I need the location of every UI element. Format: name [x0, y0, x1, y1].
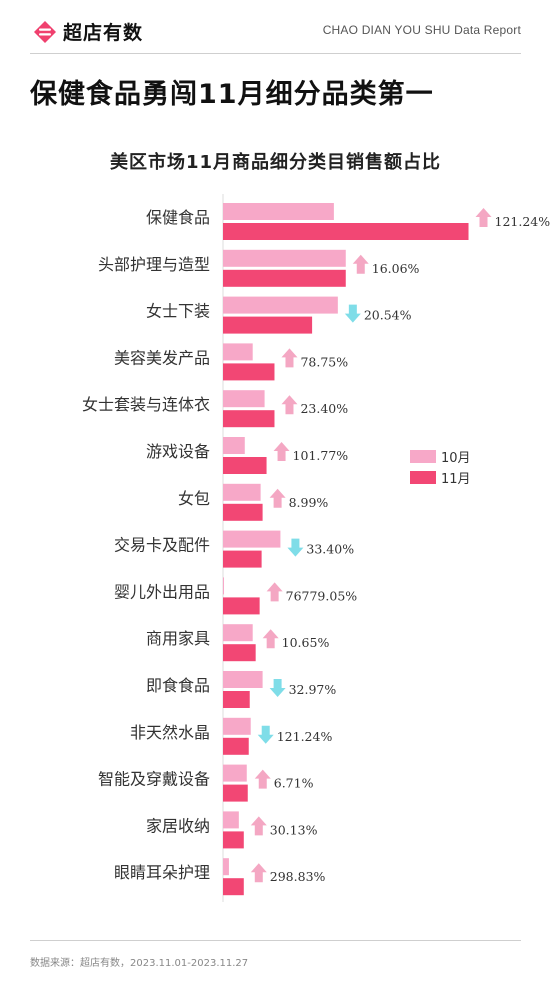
bar-nov [223, 644, 256, 662]
down-arrow-icon [257, 725, 274, 744]
footer-divider [30, 940, 521, 941]
page-title: 保健食品勇闯11月细分品类第一 [30, 79, 434, 110]
up-arrow-icon [269, 488, 286, 508]
bar-chart: 保健食品 121.24% 头部护理与造型 16.06% 女士下装 20.54% 美容美发产品… [82, 194, 551, 902]
change-percent-label: 121.24% [495, 214, 551, 229]
up-arrow-icon [352, 254, 369, 274]
up-arrow-icon [250, 816, 267, 836]
bar-oct [223, 483, 261, 501]
change-percent-label: 30.13% [270, 822, 318, 837]
change-percent-label: 121.24% [277, 729, 333, 744]
bar-oct [223, 390, 265, 408]
up-arrow-icon [262, 629, 279, 649]
bar-nov [223, 503, 263, 521]
bar-oct [223, 717, 251, 735]
bar-nov [223, 316, 313, 334]
category-label: 婴儿外出用品 [114, 582, 210, 601]
change-percent-label: 16.06% [372, 261, 420, 276]
bar-nov [223, 691, 250, 708]
up-arrow-icon [266, 582, 283, 602]
change-percent-label: 33.40% [306, 542, 354, 557]
bar-nov [223, 223, 469, 240]
bar-oct [223, 671, 263, 688]
down-arrow-icon [344, 304, 361, 323]
change-percent-label: 76779.05% [286, 588, 358, 603]
change-percent-label: 23.40% [300, 401, 348, 416]
bar-oct [223, 764, 247, 782]
bar-oct [223, 624, 253, 642]
legend-swatch-nov [410, 471, 436, 484]
bar-oct [223, 249, 346, 267]
change-percent-label: 32.97% [289, 682, 337, 697]
bar-oct [223, 343, 253, 361]
brand-logo: 超店有数 [33, 18, 143, 45]
bar-oct [223, 296, 338, 314]
category-label: 保健食品 [146, 208, 210, 227]
bar-oct [223, 811, 239, 829]
data-source-note: 数据来源：超店有数，2023.11.01-2023.11.27 [30, 958, 249, 969]
change-percent-label: 78.75% [300, 354, 348, 369]
bar-oct [223, 530, 281, 548]
header-divider [30, 53, 521, 54]
category-label: 交易卡及配件 [114, 536, 210, 555]
legend-label-nov: 11月 [441, 472, 471, 487]
up-arrow-icon [281, 395, 298, 415]
down-arrow-icon [287, 538, 304, 557]
up-arrow-icon [281, 348, 298, 368]
category-label: 即食食品 [146, 676, 210, 695]
bar-oct [223, 858, 229, 876]
bar-nov [223, 410, 275, 428]
up-arrow-icon [475, 208, 492, 227]
legend-swatch-oct [410, 450, 436, 463]
change-percent-label: 101.77% [293, 448, 349, 463]
bar-nov [223, 878, 244, 896]
change-percent-label: 10.65% [282, 635, 330, 650]
change-percent-label: 20.54% [364, 308, 412, 323]
category-label: 女士套装与连体衣 [82, 395, 210, 414]
bar-nov [223, 363, 275, 381]
category-label: 女士下装 [146, 302, 210, 321]
category-label: 非天然水晶 [130, 723, 210, 742]
bar-nov [223, 269, 346, 287]
chart-title: 美区市场11月商品细分类目销售额占比 [109, 152, 442, 173]
bar-nov [223, 737, 249, 755]
category-label: 智能及穿戴设备 [98, 770, 210, 789]
category-label: 游戏设备 [146, 442, 210, 461]
up-arrow-icon [254, 769, 271, 789]
up-arrow-icon [273, 442, 290, 461]
up-arrow-icon [250, 863, 267, 883]
category-label: 家居收纳 [146, 816, 210, 835]
bar-nov [223, 597, 260, 615]
change-percent-label: 6.71% [274, 776, 314, 791]
category-label: 眼睛耳朵护理 [114, 863, 210, 882]
category-label: 商用家具 [146, 629, 210, 648]
bar-oct [223, 437, 245, 454]
brand-logo-icon [34, 20, 56, 43]
category-label: 美容美发产品 [114, 348, 210, 367]
category-label: 女包 [178, 489, 210, 508]
change-percent-label: 8.99% [289, 495, 329, 510]
change-percent-label: 298.83% [270, 869, 326, 884]
bar-nov [223, 550, 262, 568]
brand-name: 超店有数 [63, 22, 144, 44]
report-header: 超店有数 CHAO DIAN YOU SHU Data Report [0, 0, 551, 58]
report-title-en: CHAO DIAN YOU SHU Data Report [322, 23, 521, 37]
bar-nov [223, 457, 267, 474]
bar-oct [223, 203, 334, 220]
legend-label-oct: 10月 [441, 451, 471, 466]
bar-nov [223, 831, 244, 849]
category-label: 头部护理与造型 [98, 255, 210, 274]
bar-nov [223, 784, 248, 802]
down-arrow-icon [269, 679, 286, 697]
bar-oct [223, 577, 224, 595]
